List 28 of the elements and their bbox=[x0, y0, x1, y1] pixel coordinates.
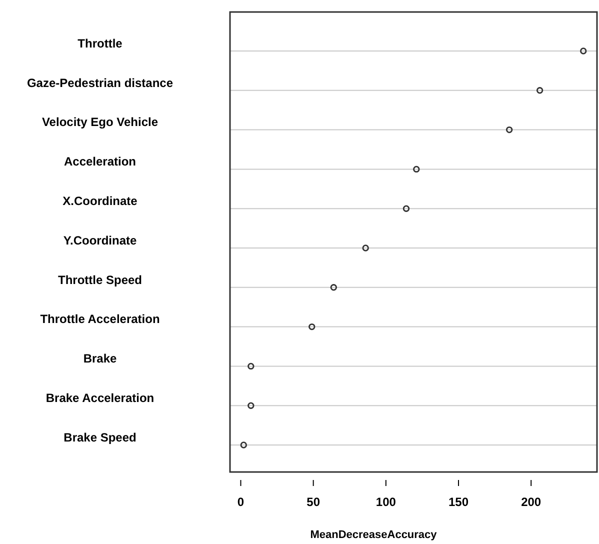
point bbox=[362, 244, 369, 252]
point bbox=[402, 205, 410, 212]
y-tick-label: Throttle Acceleration bbox=[40, 312, 160, 326]
point bbox=[330, 284, 337, 291]
x-tick-label: 200 bbox=[521, 494, 542, 509]
x-tick-label: 50 bbox=[306, 494, 320, 509]
y-tick-label: Acceleration bbox=[64, 154, 136, 169]
y-tick-label: Velocity Ego Vehicle bbox=[42, 115, 158, 130]
point bbox=[536, 87, 544, 94]
x-tick-label: 150 bbox=[448, 494, 469, 509]
x-tick-label: 0 bbox=[237, 494, 244, 509]
point bbox=[580, 48, 587, 54]
point bbox=[506, 126, 513, 134]
x-tick-label: 100 bbox=[376, 494, 396, 509]
y-tick-label: Brake Acceleration bbox=[46, 391, 154, 405]
point bbox=[308, 323, 316, 330]
y-tick-label: X.Coordinate bbox=[62, 194, 138, 208]
y-tick-label: Throttle bbox=[78, 36, 123, 50]
y-tick-label: Throttle Speed bbox=[58, 272, 142, 287]
point bbox=[248, 362, 254, 370]
x-axis-title: MeanDecreaseAccuracy bbox=[310, 529, 438, 541]
y-tick-label: Brake Speed bbox=[64, 430, 136, 444]
point bbox=[240, 442, 247, 448]
point bbox=[248, 402, 254, 409]
y-tick-label: Brake bbox=[83, 352, 118, 366]
point bbox=[413, 166, 420, 173]
y-tick-label: Gaze-Pedestrian distance bbox=[26, 76, 174, 90]
y-tick-label: Y.Coordinate bbox=[63, 233, 137, 248]
